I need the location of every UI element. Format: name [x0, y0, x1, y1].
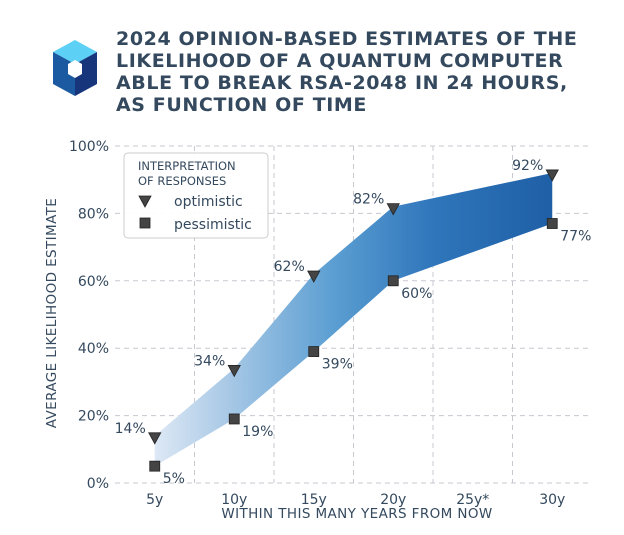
likelihood-band-area	[154, 172, 553, 467]
y-tick-label: 80%	[78, 206, 109, 222]
optimistic-data-label: 14%	[115, 421, 146, 437]
pessimistic-point	[228, 413, 240, 425]
pessimistic-point	[387, 275, 399, 287]
optimistic-point	[148, 432, 162, 445]
cube-logo	[53, 40, 97, 96]
x-tick-label: 10y	[221, 492, 247, 508]
y-tick-label: 100%	[69, 139, 109, 155]
x-tick-label: 5y	[146, 492, 163, 508]
legend-optimistic-label: optimistic	[174, 194, 243, 210]
pessimistic-point	[546, 218, 558, 229]
data-labels: 14% 34% 62% 82% 92% 5% 19% 39% 60% 77%	[115, 158, 592, 487]
optimistic-point	[307, 270, 321, 283]
title-line-2: LIKELIHOOD OF A QUANTUM COMPUTER	[116, 50, 563, 72]
x-tick-label: 15y	[301, 492, 327, 508]
pessimistic-data-label: 5%	[163, 471, 185, 487]
likelihood-band	[154, 172, 553, 467]
legend-optimistic-marker	[138, 195, 152, 208]
y-tick-label: 40%	[78, 341, 109, 357]
chart-title: 2024 OPINION-BASED ESTIMATES OF THE LIKE…	[116, 28, 577, 116]
x-tick-label: 20y	[380, 492, 406, 508]
x-tick-label: 25y*	[456, 492, 489, 508]
optimistic-data-label: 82%	[353, 192, 384, 208]
optimistic-point	[227, 365, 241, 378]
title-line-1: 2024 OPINION-BASED ESTIMATES OF THE	[116, 28, 577, 50]
y-tick-label: 20%	[78, 409, 109, 425]
pessimistic-data-label: 60%	[401, 286, 432, 302]
legend-title-line-2: OF RESPONSES	[138, 174, 226, 188]
data-markers	[148, 169, 559, 472]
title-line-4: AS FUNCTION OF TIME	[116, 94, 367, 116]
legend-box	[123, 152, 269, 239]
optimistic-point	[386, 203, 400, 216]
y-tick-label: 0%	[87, 476, 109, 492]
y-axis-ticks: 0% 20% 40% 60% 80% 100%	[69, 139, 109, 492]
x-axis-label: WITHIN THIS MANY YEARS FROM NOW	[221, 506, 492, 522]
optimistic-data-label: 62%	[274, 259, 305, 275]
pessimistic-data-label: 39%	[322, 357, 353, 373]
pessimistic-data-label: 77%	[560, 229, 591, 245]
optimistic-data-label: 92%	[512, 158, 543, 174]
legend: INTERPRETATION OF RESPONSES optimistic p…	[123, 152, 269, 239]
y-tick-label: 60%	[78, 274, 109, 290]
legend-pessimistic-marker	[139, 217, 151, 229]
y-axis-label: AVERAGE LIKELIHOOD ESTIMATE	[44, 198, 60, 428]
x-axis-ticks: 5y 10y 15y 20y 25y* 30y	[146, 492, 565, 508]
legend-title-line-1: INTERPRETATION	[138, 159, 236, 173]
pessimistic-data-label: 19%	[242, 424, 273, 440]
pessimistic-point	[149, 460, 161, 472]
title-line-3: ABLE TO BREAK RSA-2048 IN 24 HOURS,	[116, 72, 568, 94]
legend-pessimistic-label: pessimistic	[174, 217, 252, 233]
optimistic-point	[545, 169, 559, 182]
pessimistic-point	[308, 346, 320, 357]
optimistic-data-label: 34%	[194, 353, 225, 369]
x-tick-label: 30y	[539, 492, 565, 508]
